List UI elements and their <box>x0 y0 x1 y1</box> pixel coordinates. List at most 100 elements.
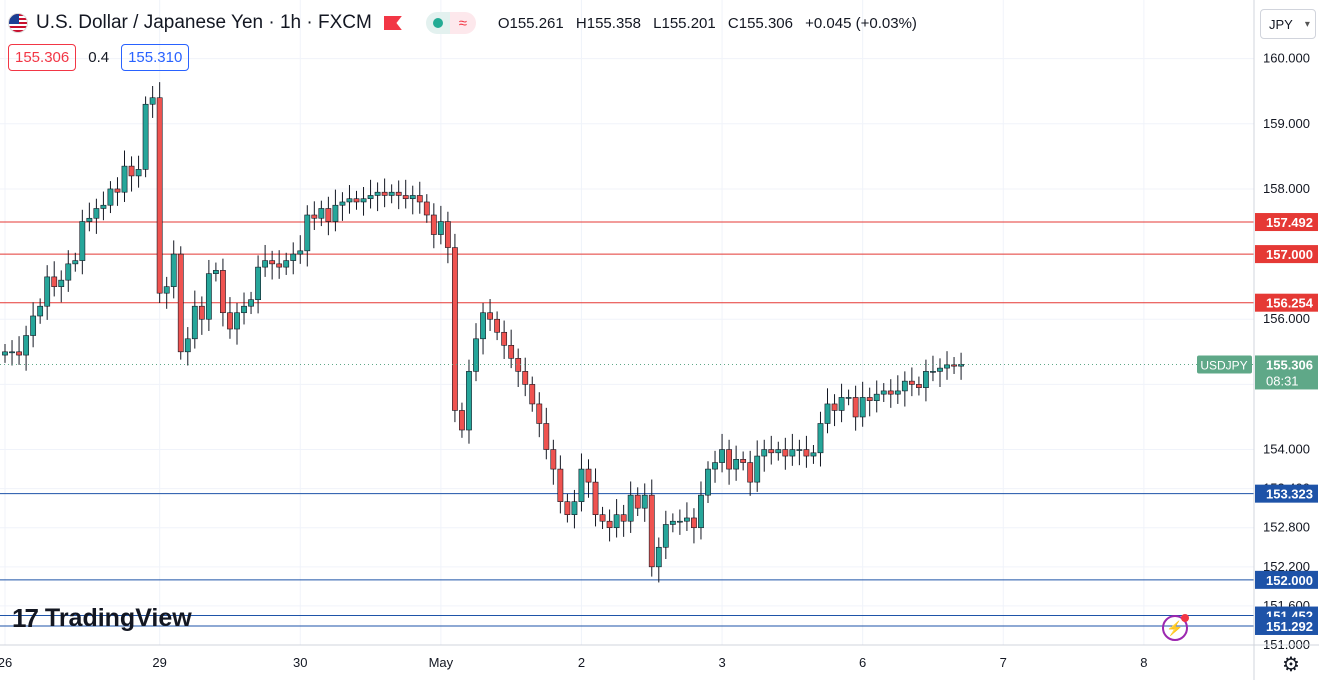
candle-body <box>416 195 423 203</box>
candle-body <box>796 449 803 451</box>
symbol-title[interactable]: U.S. Dollar / Japanese Yen · 1h · FXCM <box>36 12 372 33</box>
candle-body <box>810 452 817 457</box>
y-tick-label: 156.000 <box>1263 311 1310 326</box>
candle-body <box>880 390 887 395</box>
candle-body <box>613 514 620 529</box>
candle-body <box>2 351 8 356</box>
level-label: 156.254 <box>1266 296 1314 311</box>
level-label-bg <box>1255 570 1318 589</box>
grid-lines <box>0 0 1254 646</box>
candle-body <box>719 449 725 463</box>
quote-panel: 155.306 0.4 155.310 <box>8 44 190 71</box>
us-jp-flag-icon <box>8 13 28 33</box>
candle-body <box>423 201 430 216</box>
x-tick-label: 2 <box>578 655 585 670</box>
candle-body <box>374 191 381 196</box>
candle-body <box>634 494 641 509</box>
x-tick-label: 26 <box>0 655 12 670</box>
y-tick-label: 152.200 <box>1263 559 1310 574</box>
candle-body <box>297 250 304 255</box>
y-tick-label: 158.000 <box>1263 181 1310 196</box>
candle-body <box>184 338 191 353</box>
candle-body <box>346 198 353 203</box>
candle-body <box>648 494 655 568</box>
candle-body <box>177 253 184 353</box>
currency-select[interactable]: JPY ▾ <box>1260 9 1316 39</box>
low-value: 155.201 <box>661 14 716 32</box>
candle-body <box>747 462 754 483</box>
symbol-tag: USDJPY <box>1200 358 1247 372</box>
x-tick-label: 3 <box>718 655 725 670</box>
candle-body <box>768 449 775 454</box>
candle-body <box>142 103 149 170</box>
candle-body <box>958 364 964 367</box>
candle-body <box>86 217 93 222</box>
candle-body <box>72 260 79 265</box>
gear-icon[interactable]: ⚙ <box>1282 653 1300 676</box>
candle-body <box>44 276 51 307</box>
candle-body <box>487 312 493 320</box>
candle-body <box>838 397 845 411</box>
currency-value: JPY <box>1269 16 1293 32</box>
candle-body <box>873 393 880 401</box>
candle-body <box>304 214 311 252</box>
candle-body <box>782 449 789 457</box>
flag-icon[interactable] <box>383 16 402 30</box>
candle-body <box>761 449 768 457</box>
candle-body <box>100 204 107 209</box>
candle-body <box>536 403 543 424</box>
candle-body <box>444 221 451 248</box>
candle-body <box>676 520 683 523</box>
candle-body <box>459 410 465 431</box>
candle-body <box>726 449 732 470</box>
tradingview-logo[interactable]: 17 TradingView <box>12 603 192 634</box>
price-axis[interactable]: 160.000159.000158.000157.000156.000155.0… <box>1253 0 1318 680</box>
candle-body <box>951 364 957 367</box>
candle-body <box>669 520 676 525</box>
candle-body <box>522 371 529 385</box>
candle-body <box>824 403 831 424</box>
candle-body <box>135 169 142 177</box>
candle-body <box>684 517 690 522</box>
candle-body <box>852 397 859 418</box>
candle-body <box>550 449 557 470</box>
candle-body <box>128 165 135 177</box>
logo-text: TradingView <box>44 604 192 632</box>
candle-body <box>494 318 500 333</box>
spread-value: 0.4 <box>88 49 110 66</box>
candle-body <box>255 266 261 300</box>
candle-body <box>381 191 388 196</box>
candle-body <box>691 517 697 529</box>
status-pill[interactable]: ≈ <box>425 12 476 34</box>
candle-body <box>705 468 711 496</box>
current-price-label-bg <box>1255 355 1318 390</box>
candle-body <box>712 462 718 470</box>
candle-body <box>93 208 100 219</box>
lightning-icon[interactable]: ⚡ <box>1162 614 1189 641</box>
candle-body <box>51 276 58 287</box>
candle-body <box>627 494 634 522</box>
x-tick-label: 7 <box>1000 655 1007 670</box>
level-label: 153.323 <box>1266 487 1313 502</box>
candle-body <box>592 481 599 515</box>
candle-body <box>733 459 740 470</box>
candle-body <box>121 165 128 193</box>
candle-body <box>480 312 486 340</box>
candle-body <box>578 468 585 502</box>
sell-button[interactable]: 155.306 <box>8 44 77 71</box>
candle-body <box>908 380 915 385</box>
candle-body <box>269 260 276 265</box>
candle-body <box>894 390 901 395</box>
market-open-icon <box>425 12 450 34</box>
time-axis[interactable]: 26 29 30 May 2 3 6 7 8 <box>0 644 1319 670</box>
candle-body <box>937 367 943 372</box>
symbol-header: U.S. Dollar / Japanese Yen · 1h · FXCM ≈… <box>8 6 925 40</box>
close-value: 155.306 <box>738 14 793 32</box>
candle-body <box>149 97 156 105</box>
candle-body <box>388 191 395 196</box>
ohlc-readout: O155.261 H155.358 L155.201 C155.306 +0.0… <box>497 14 917 32</box>
candle-body <box>163 286 170 294</box>
candle-body <box>775 449 782 454</box>
buy-button[interactable]: 155.310 <box>121 44 190 71</box>
